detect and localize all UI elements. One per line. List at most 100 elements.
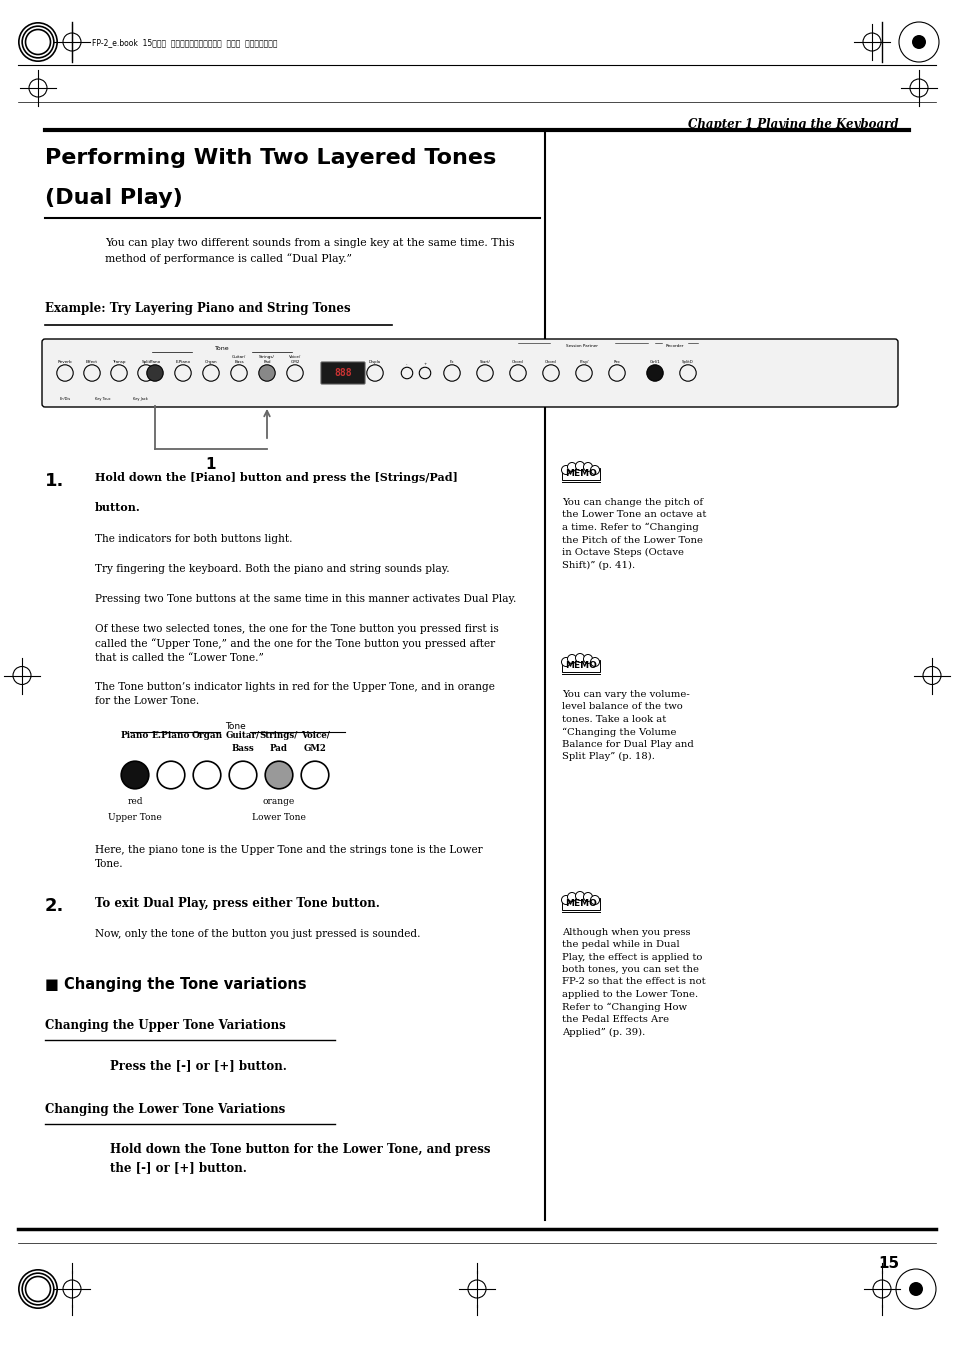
- Circle shape: [229, 761, 256, 789]
- Circle shape: [561, 896, 570, 905]
- Text: E.Piano: E.Piano: [152, 731, 190, 740]
- Text: 1: 1: [206, 457, 216, 471]
- Text: Split: Split: [141, 359, 151, 363]
- FancyBboxPatch shape: [561, 898, 599, 911]
- Text: En/Dis: En/Dis: [59, 397, 71, 401]
- Circle shape: [18, 1269, 58, 1309]
- Text: Key Jack: Key Jack: [133, 397, 148, 401]
- Text: Of these two selected tones, the one for the Tone button you pressed first is
ca: Of these two selected tones, the one for…: [95, 624, 498, 663]
- Text: Changing the Upper Tone Variations: Changing the Upper Tone Variations: [45, 1019, 286, 1032]
- FancyBboxPatch shape: [42, 339, 897, 407]
- Text: Chapter 1 Playing the Keyboard: Chapter 1 Playing the Keyboard: [688, 118, 898, 131]
- Text: Recorder: Recorder: [665, 345, 683, 349]
- Text: MEMO: MEMO: [564, 662, 597, 670]
- Text: Displa: Displa: [369, 359, 380, 363]
- Text: +: +: [423, 362, 426, 366]
- Text: Transp: Transp: [112, 359, 126, 363]
- Text: Performing With Two Layered Tones: Performing With Two Layered Tones: [45, 149, 496, 168]
- FancyBboxPatch shape: [561, 467, 599, 480]
- Text: FP-2_e.book  15ページ  ２００４年１１月２６日  金曜日  午後４時２５分: FP-2_e.book 15ページ ２００４年１１月２６日 金曜日 午後４時２５…: [91, 38, 277, 47]
- Circle shape: [567, 893, 576, 901]
- Circle shape: [23, 1274, 53, 1304]
- Circle shape: [911, 35, 925, 49]
- Text: Voice/: Voice/: [300, 731, 329, 740]
- Text: Guitar/: Guitar/: [226, 731, 260, 740]
- FancyBboxPatch shape: [320, 362, 365, 384]
- Circle shape: [157, 761, 185, 789]
- Text: The indicators for both buttons light.: The indicators for both buttons light.: [95, 534, 293, 544]
- Circle shape: [583, 654, 592, 663]
- Text: Pad: Pad: [263, 359, 271, 363]
- Text: GM2: GM2: [290, 359, 299, 363]
- Text: Chord: Chord: [512, 359, 523, 363]
- Circle shape: [193, 761, 220, 789]
- Circle shape: [27, 1277, 50, 1301]
- Text: (Dual Play): (Dual Play): [45, 188, 183, 208]
- Text: Hold down the [Piano] button and press the [Strings/Pad]: Hold down the [Piano] button and press t…: [95, 471, 457, 484]
- Text: You can change the pitch of
the Lower Tone an octave at
a time. Refer to “Changi: You can change the pitch of the Lower To…: [561, 499, 705, 570]
- Text: GM2: GM2: [303, 744, 326, 753]
- Text: Try fingering the keyboard. Both the piano and string sounds play.: Try fingering the keyboard. Both the pia…: [95, 563, 449, 574]
- Text: 1.: 1.: [45, 471, 64, 490]
- Text: Tone: Tone: [224, 721, 245, 731]
- Text: Voice/: Voice/: [289, 355, 301, 359]
- Text: Hold down the Tone button for the Lower Tone, and press
the [-] or [+] button.: Hold down the Tone button for the Lower …: [110, 1143, 490, 1174]
- Text: You can play two different sounds from a single key at the same time. This
metho: You can play two different sounds from a…: [105, 238, 514, 263]
- Text: Now, only the tone of the button you just pressed is sounded.: Now, only the tone of the button you jus…: [95, 929, 420, 939]
- Text: Pad: Pad: [270, 744, 288, 753]
- Circle shape: [908, 1282, 923, 1296]
- Circle shape: [583, 462, 592, 471]
- Circle shape: [25, 1275, 51, 1302]
- Text: Chord: Chord: [544, 359, 557, 363]
- Text: To exit Dual Play, press either Tone button.: To exit Dual Play, press either Tone but…: [95, 897, 379, 911]
- Text: Changing the Lower Tone Variations: Changing the Lower Tone Variations: [45, 1102, 285, 1116]
- Text: Although when you press
the pedal while in Dual
Play, the effect is applied to
b: Although when you press the pedal while …: [561, 928, 705, 1036]
- Text: Here, the piano tone is the Upper Tone and the strings tone is the Lower
Tone.: Here, the piano tone is the Upper Tone a…: [95, 844, 482, 869]
- Text: Lower Tone: Lower Tone: [252, 813, 306, 821]
- Circle shape: [258, 365, 274, 381]
- Circle shape: [575, 654, 584, 662]
- Text: Session Partner: Session Partner: [565, 345, 598, 349]
- Circle shape: [575, 462, 584, 470]
- Text: Rec: Rec: [613, 359, 619, 363]
- Text: 888: 888: [334, 367, 352, 378]
- Circle shape: [265, 761, 293, 789]
- Circle shape: [590, 896, 598, 905]
- Circle shape: [575, 892, 584, 901]
- Text: Organ: Organ: [205, 359, 217, 363]
- Text: E.Piano: E.Piano: [175, 359, 191, 363]
- Text: button.: button.: [95, 503, 141, 513]
- Circle shape: [301, 761, 329, 789]
- Circle shape: [567, 462, 576, 471]
- FancyBboxPatch shape: [561, 661, 599, 671]
- Text: SplitD: SplitD: [681, 359, 693, 363]
- Text: Organ: Organ: [192, 731, 222, 740]
- Circle shape: [590, 466, 598, 474]
- Text: Strings/: Strings/: [259, 731, 298, 740]
- Text: MEMO: MEMO: [564, 900, 597, 908]
- Text: 15: 15: [877, 1256, 898, 1271]
- Text: 2.: 2.: [45, 897, 64, 915]
- Text: Strings/: Strings/: [259, 355, 274, 359]
- Text: red: red: [127, 797, 143, 807]
- Circle shape: [567, 654, 576, 663]
- Text: Guitar/: Guitar/: [232, 355, 246, 359]
- Circle shape: [646, 365, 662, 381]
- Text: Press the [-] or [+] button.: Press the [-] or [+] button.: [110, 1059, 287, 1071]
- Circle shape: [21, 1273, 54, 1305]
- Text: Start/: Start/: [479, 359, 490, 363]
- Text: Piano: Piano: [150, 359, 160, 363]
- Text: Key Touc: Key Touc: [95, 397, 111, 401]
- Circle shape: [20, 1271, 56, 1308]
- Text: Fx: Fx: [449, 359, 454, 363]
- Circle shape: [18, 22, 58, 62]
- Circle shape: [583, 893, 592, 901]
- Text: Upper Tone: Upper Tone: [108, 813, 162, 821]
- Text: You can vary the volume-
level balance of the two
tones. Take a look at
“Changin: You can vary the volume- level balance o…: [561, 690, 693, 762]
- Circle shape: [561, 466, 570, 474]
- Text: Reverb: Reverb: [57, 359, 72, 363]
- Circle shape: [20, 24, 56, 61]
- Text: Pressing two Tone buttons at the same time in this manner activates Dual Play.: Pressing two Tone buttons at the same ti…: [95, 594, 516, 604]
- Text: Tone: Tone: [214, 346, 229, 351]
- Text: orange: orange: [263, 797, 294, 807]
